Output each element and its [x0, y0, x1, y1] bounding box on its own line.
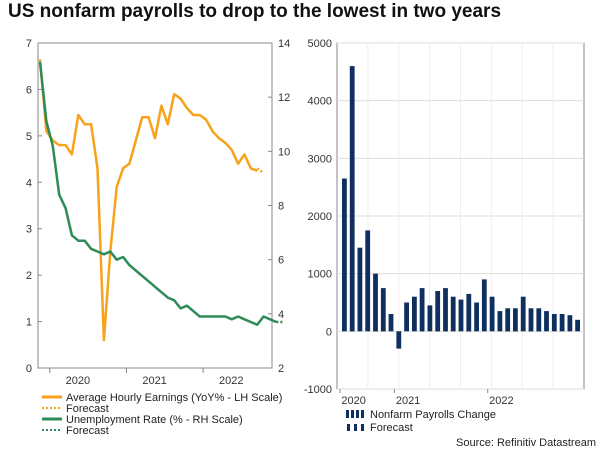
legend-label-payrolls-forecast: Forecast	[370, 422, 413, 434]
payrolls-bar	[435, 291, 441, 332]
earnings-line	[38, 59, 258, 342]
right-legend: Nonfarm Payrolls Change Forecast	[346, 409, 496, 434]
payrolls-bar	[458, 299, 464, 332]
right-y-tick-label: 6	[278, 255, 284, 267]
left-y-tick-label: 7	[26, 38, 32, 50]
bar-gridlines	[337, 42, 584, 390]
payrolls-bar	[349, 66, 355, 332]
bar-y-tick-label: 4000	[308, 96, 332, 108]
payrolls-bar	[505, 308, 511, 332]
payrolls-bar	[404, 302, 409, 332]
source-note: Source: Refinitiv Datastream	[456, 437, 596, 449]
payrolls-bar	[474, 302, 479, 332]
payrolls-bar	[388, 314, 394, 332]
left-y-tick-label: 0	[26, 363, 32, 375]
legend-label-earnings: Average Hourly Earnings (YoY% - LH Scale…	[66, 392, 282, 404]
right-y-tick-label: 10	[278, 146, 290, 158]
payrolls-bar	[396, 331, 402, 349]
legend-label-payrolls: Nonfarm Payrolls Change	[370, 409, 496, 421]
left-y-tick-label: 6	[26, 84, 32, 96]
bar-y-tick-label: -1000	[304, 384, 332, 396]
right-y-tick-label: 4	[278, 309, 284, 321]
unemployment-line	[38, 61, 277, 326]
payrolls-bar	[412, 296, 417, 332]
bar-y-tick-label: 0	[326, 326, 332, 338]
payrolls-bar	[443, 288, 448, 332]
earnings-forecast-line	[256, 167, 265, 175]
bar-x-tick-label: 2021	[396, 395, 420, 407]
left-y-tick-label: 5	[26, 131, 32, 143]
payrolls-bar	[544, 311, 549, 332]
payrolls-bar	[551, 314, 557, 332]
right-y-tick-label: 12	[278, 92, 290, 104]
left-y-tick-label: 4	[26, 177, 32, 189]
payrolls-bar	[489, 296, 495, 332]
bar-x-axis: 2020 2021 2022	[339, 389, 514, 407]
left-y-tick-label: 2	[26, 270, 32, 282]
payrolls-bar	[380, 288, 386, 332]
payrolls-bar	[497, 311, 503, 332]
right-y-tick-label: 2	[278, 363, 284, 375]
legend-label-unemployment-forecast: Forecast	[66, 425, 109, 437]
legend-label-earnings-forecast: Forecast	[66, 403, 109, 415]
payrolls-bar	[365, 230, 371, 332]
payrolls-bar	[357, 247, 363, 332]
legend-swatch-payrolls	[346, 410, 364, 418]
bar-y-axis: -1000 0 1000 2000 3000 4000 5000	[304, 38, 332, 396]
payrolls-bar	[450, 296, 456, 332]
left-x-tick-label: 2022	[219, 375, 243, 387]
bar-y-tick-label: 1000	[308, 269, 332, 281]
left-plot-frame	[37, 42, 273, 369]
payrolls-bar	[419, 288, 425, 332]
payrolls-bar	[559, 314, 565, 332]
payrolls-bar	[520, 296, 526, 332]
left-x-axis: 2020 2021 2022	[49, 368, 243, 387]
left-series	[38, 59, 283, 342]
legend-swatch-payrolls-forecast	[347, 424, 364, 431]
bar-x-tick-label: 2022	[489, 395, 513, 407]
bar-x-tick-label: 2020	[341, 395, 365, 407]
right-y-tick-label: 14	[278, 38, 290, 50]
left-legend: Average Hourly Earnings (YoY% - LH Scale…	[42, 392, 282, 437]
payrolls-bar	[528, 308, 534, 332]
payrolls-bar	[373, 273, 378, 332]
left-y-tick-label: 3	[26, 224, 32, 236]
right-y-axis: 2 4 6 8 10 12 14	[268, 38, 290, 375]
bar-y-tick-label: 5000	[308, 38, 332, 50]
payrolls-bar	[575, 319, 580, 332]
left-y-tick-label: 1	[26, 317, 32, 329]
bar-y-tick-label: 2000	[308, 211, 332, 223]
left-x-tick-label: 2020	[66, 375, 90, 387]
bar-y-tick-label: 3000	[308, 153, 332, 165]
payrolls-bar	[513, 308, 518, 332]
payrolls-bar	[536, 308, 542, 332]
bar-series	[342, 66, 580, 349]
payrolls-bar	[342, 178, 347, 332]
left-x-tick-label: 2021	[142, 375, 166, 387]
payrolls-bar	[427, 305, 433, 332]
chart-title: US nonfarm payrolls to drop to the lowes…	[8, 1, 502, 22]
right-y-tick-label: 8	[278, 201, 284, 213]
payrolls-bar	[466, 293, 472, 332]
legend-label-unemployment: Unemployment Rate (% - RH Scale)	[66, 414, 243, 426]
payrolls-bar	[567, 315, 573, 332]
left-y-axis: 0 1 2 3 4 5 6 7	[26, 38, 42, 375]
payrolls-bar	[481, 279, 487, 332]
